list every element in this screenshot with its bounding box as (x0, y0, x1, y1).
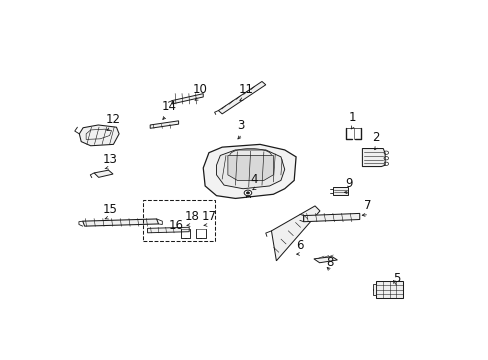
Polygon shape (313, 257, 337, 263)
Polygon shape (216, 150, 284, 189)
Circle shape (246, 192, 249, 194)
Text: 1: 1 (347, 111, 355, 123)
Text: 17: 17 (202, 210, 217, 223)
Polygon shape (172, 94, 203, 104)
Polygon shape (147, 227, 189, 233)
Text: 16: 16 (169, 219, 184, 232)
Circle shape (244, 190, 251, 195)
Text: 9: 9 (345, 177, 352, 190)
Polygon shape (332, 187, 347, 195)
Polygon shape (372, 284, 376, 296)
Polygon shape (203, 144, 296, 198)
Text: 14: 14 (161, 100, 176, 113)
Text: 10: 10 (193, 84, 207, 96)
Text: 18: 18 (184, 210, 200, 223)
Text: 6: 6 (296, 239, 303, 252)
Text: 12: 12 (105, 113, 121, 126)
Polygon shape (362, 149, 385, 167)
Polygon shape (271, 206, 319, 261)
Text: 7: 7 (364, 199, 371, 212)
Text: 5: 5 (392, 272, 399, 285)
Polygon shape (79, 125, 119, 146)
Polygon shape (218, 81, 265, 114)
Text: 8: 8 (326, 256, 333, 269)
Polygon shape (376, 281, 402, 298)
Text: 4: 4 (250, 173, 258, 186)
Polygon shape (94, 170, 113, 177)
Polygon shape (227, 156, 273, 180)
Text: 13: 13 (102, 153, 118, 166)
Polygon shape (303, 213, 359, 222)
Polygon shape (150, 121, 178, 128)
Text: 3: 3 (237, 119, 244, 132)
Bar (142, 201, 215, 242)
Text: 11: 11 (238, 84, 253, 96)
Text: 2: 2 (371, 131, 379, 144)
Text: 15: 15 (102, 203, 118, 216)
Polygon shape (82, 219, 158, 226)
